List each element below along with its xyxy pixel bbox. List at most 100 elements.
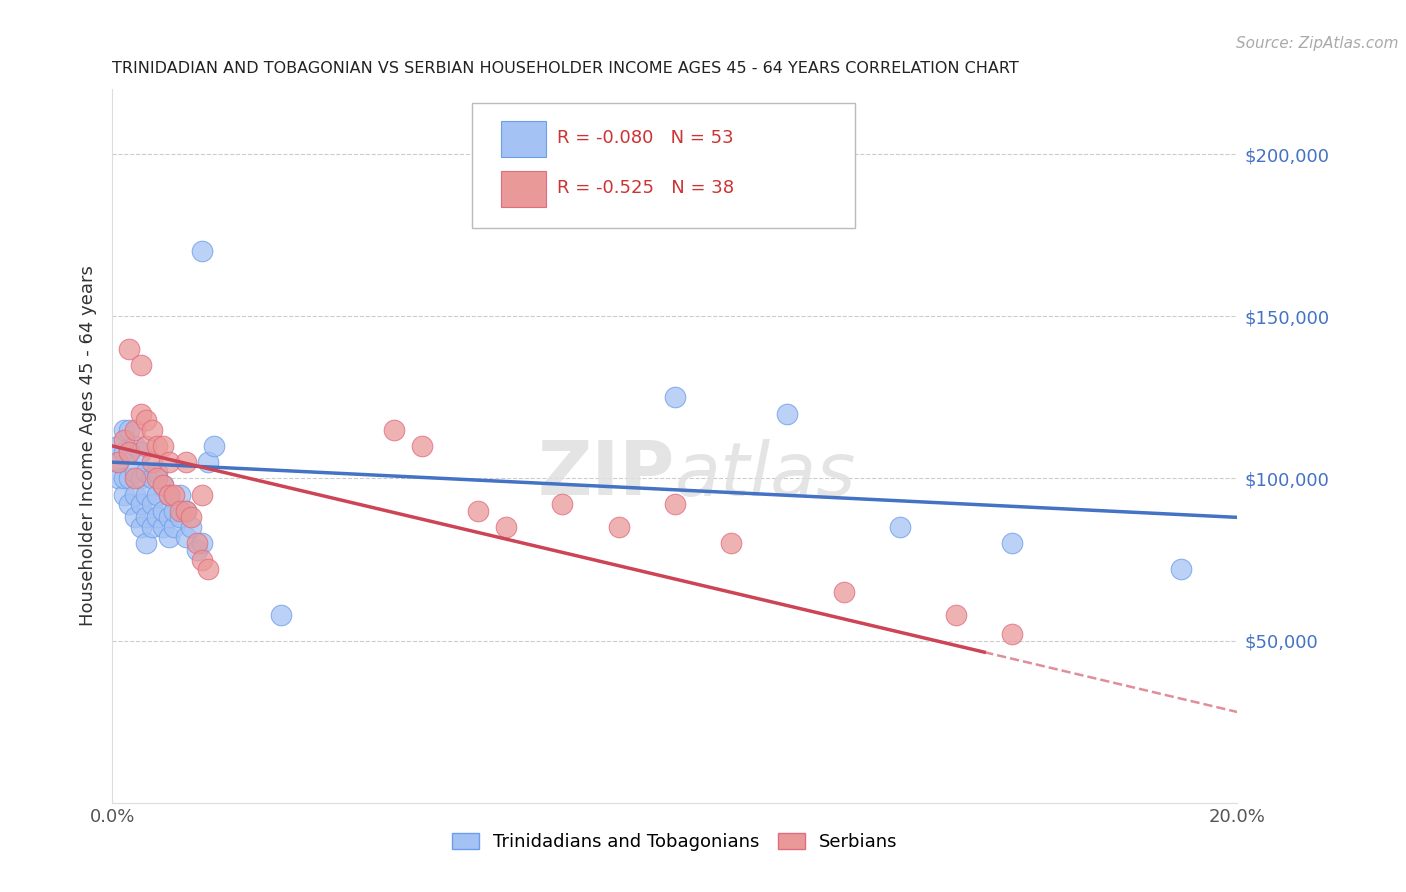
- Point: [118, 471, 141, 485]
- Point: [141, 520, 163, 534]
- Point: [135, 488, 157, 502]
- Point: [107, 471, 129, 485]
- Point: [174, 455, 197, 469]
- Point: [202, 439, 225, 453]
- Point: [118, 445, 141, 459]
- Text: R = -0.525   N = 38: R = -0.525 N = 38: [557, 178, 734, 196]
- Point: [146, 439, 169, 453]
- Point: [157, 455, 180, 469]
- Point: [141, 497, 163, 511]
- Point: [889, 520, 911, 534]
- Point: [112, 433, 135, 447]
- Point: [720, 536, 742, 550]
- Point: [124, 423, 146, 437]
- Point: [112, 471, 135, 485]
- Point: [186, 542, 208, 557]
- Point: [146, 510, 169, 524]
- Text: R = -0.080   N = 53: R = -0.080 N = 53: [557, 128, 734, 146]
- Point: [146, 488, 169, 502]
- FancyBboxPatch shape: [472, 103, 855, 228]
- Point: [124, 465, 146, 479]
- Point: [157, 530, 180, 544]
- Point: [118, 342, 141, 356]
- Point: [124, 488, 146, 502]
- Point: [135, 536, 157, 550]
- Point: [382, 423, 405, 437]
- Point: [664, 390, 686, 404]
- Text: Source: ZipAtlas.com: Source: ZipAtlas.com: [1236, 36, 1399, 51]
- Point: [551, 497, 574, 511]
- Point: [107, 455, 129, 469]
- Point: [157, 488, 180, 502]
- Point: [832, 585, 855, 599]
- Point: [169, 510, 191, 524]
- Point: [607, 520, 630, 534]
- Point: [1170, 562, 1192, 576]
- Point: [180, 520, 202, 534]
- Point: [197, 455, 219, 469]
- Point: [191, 244, 214, 259]
- Point: [135, 465, 157, 479]
- Point: [146, 471, 169, 485]
- Text: ZIP: ZIP: [537, 438, 675, 511]
- Legend: Trinidadians and Tobagonians, Serbians: Trinidadians and Tobagonians, Serbians: [444, 825, 905, 858]
- Point: [270, 607, 292, 622]
- Point: [152, 478, 174, 492]
- Point: [169, 504, 191, 518]
- Point: [186, 536, 208, 550]
- Point: [146, 465, 169, 479]
- Point: [141, 471, 163, 485]
- Point: [776, 407, 799, 421]
- Point: [152, 504, 174, 518]
- Point: [118, 445, 141, 459]
- Point: [1001, 627, 1024, 641]
- Point: [163, 488, 186, 502]
- Point: [129, 445, 152, 459]
- Point: [180, 510, 202, 524]
- Point: [135, 439, 157, 453]
- Point: [135, 510, 157, 524]
- Point: [129, 358, 152, 372]
- Point: [197, 562, 219, 576]
- Point: [467, 504, 489, 518]
- Point: [124, 439, 146, 453]
- Point: [664, 497, 686, 511]
- Point: [118, 497, 141, 511]
- Point: [107, 439, 129, 453]
- FancyBboxPatch shape: [501, 121, 546, 157]
- Point: [124, 471, 146, 485]
- Text: TRINIDADIAN AND TOBAGONIAN VS SERBIAN HOUSEHOLDER INCOME AGES 45 - 64 YEARS CORR: TRINIDADIAN AND TOBAGONIAN VS SERBIAN HO…: [112, 61, 1019, 76]
- Point: [169, 488, 191, 502]
- Point: [152, 478, 174, 492]
- Point: [157, 488, 180, 502]
- Point: [157, 510, 180, 524]
- Point: [411, 439, 433, 453]
- Point: [129, 497, 152, 511]
- Point: [945, 607, 967, 622]
- Text: atlas: atlas: [675, 439, 856, 510]
- Point: [191, 536, 214, 550]
- Point: [141, 455, 163, 469]
- Point: [191, 552, 214, 566]
- Point: [124, 510, 146, 524]
- Point: [112, 423, 135, 437]
- Point: [112, 488, 135, 502]
- Point: [118, 423, 141, 437]
- Point: [112, 445, 135, 459]
- Point: [129, 407, 152, 421]
- Point: [152, 520, 174, 534]
- Point: [107, 455, 129, 469]
- Point: [129, 471, 152, 485]
- Point: [163, 520, 186, 534]
- FancyBboxPatch shape: [501, 171, 546, 207]
- Point: [191, 488, 214, 502]
- Point: [174, 504, 197, 518]
- Point: [1001, 536, 1024, 550]
- Point: [163, 504, 186, 518]
- Point: [174, 504, 197, 518]
- Point: [141, 423, 163, 437]
- Point: [129, 520, 152, 534]
- Point: [152, 439, 174, 453]
- Point: [135, 413, 157, 427]
- Point: [174, 530, 197, 544]
